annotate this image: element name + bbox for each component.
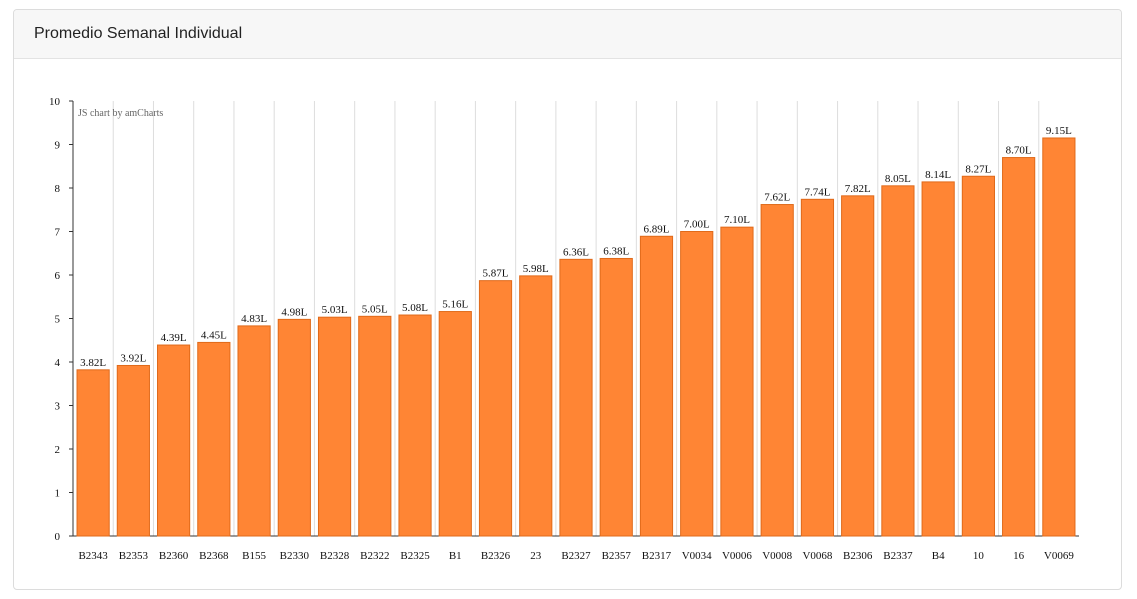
bar[interactable] xyxy=(197,341,231,537)
x-tick-label: B2368 xyxy=(199,550,229,562)
data-label: 5.03L xyxy=(322,304,348,316)
data-label: 7.00L xyxy=(684,219,710,231)
x-tick-label: B1 xyxy=(449,550,462,562)
y-tick-label: 5 xyxy=(55,314,61,326)
bar[interactable] xyxy=(680,231,714,537)
x-tick-label: B2322 xyxy=(360,550,389,562)
bar[interactable] xyxy=(800,198,835,537)
data-label: 4.83L xyxy=(241,313,267,325)
data-label: 5.87L xyxy=(483,268,509,280)
bar[interactable] xyxy=(921,181,955,537)
data-label: 5.16L xyxy=(442,299,468,311)
data-label: 3.82L xyxy=(80,357,106,369)
x-tick-label: 16 xyxy=(1013,550,1025,562)
data-labels: 3.82L 3.92L 4.39L 4.45L 4.83L 4.98L 5.03L 5.05L… xyxy=(80,125,1072,369)
data-label: 8.70L xyxy=(1006,145,1032,157)
bar[interactable] xyxy=(438,311,472,537)
bar[interactable] xyxy=(559,258,593,537)
data-label: 6.36L xyxy=(563,246,589,258)
bar[interactable] xyxy=(720,226,754,537)
y-tick-label: 6 xyxy=(55,270,61,282)
bar[interactable] xyxy=(358,315,392,537)
x-tick-label: B2360 xyxy=(159,550,189,562)
x-tick-label: B155 xyxy=(242,550,266,562)
x-tick-label: V0006 xyxy=(722,550,752,562)
x-tick-label: B2330 xyxy=(280,550,310,562)
bar[interactable] xyxy=(841,195,875,537)
bar[interactable] xyxy=(599,257,633,537)
x-tick-label: B2306 xyxy=(843,550,873,562)
data-label: 9.15L xyxy=(1046,125,1072,137)
bars xyxy=(76,137,1076,537)
data-label: 6.89L xyxy=(643,223,669,235)
x-tick-label: B4 xyxy=(932,550,945,562)
data-label: 7.10L xyxy=(724,214,750,226)
y-tick-label: 2 xyxy=(55,444,61,456)
bar[interactable] xyxy=(478,280,513,537)
data-label: 7.82L xyxy=(845,183,871,195)
bar[interactable] xyxy=(519,275,553,537)
data-label: 6.38L xyxy=(603,245,629,257)
bar[interactable] xyxy=(961,175,995,537)
bar[interactable] xyxy=(1042,137,1076,537)
x-tick-label: B2353 xyxy=(119,550,149,562)
bar[interactable] xyxy=(639,235,674,537)
data-label: 3.92L xyxy=(120,352,146,364)
data-label: 5.05L xyxy=(362,303,388,315)
data-label: 7.62L xyxy=(764,192,790,204)
x-tick-label: B2337 xyxy=(883,550,913,562)
data-label: 4.98L xyxy=(281,306,307,318)
y-tick-label: 4 xyxy=(55,357,61,369)
y-tick-label: 7 xyxy=(55,227,61,239)
bar[interactable] xyxy=(881,185,915,537)
bar[interactable] xyxy=(277,318,311,537)
x-tick-label: 23 xyxy=(530,550,542,562)
x-tick-label: V0068 xyxy=(802,550,832,562)
bar[interactable] xyxy=(760,204,794,537)
x-tick-label: V0069 xyxy=(1044,550,1074,562)
x-tick-label: V0008 xyxy=(762,550,792,562)
x-tick-label: B2343 xyxy=(78,550,108,562)
x-tick-label: B2328 xyxy=(320,550,350,562)
card-header: Promedio Semanal Individual xyxy=(14,10,1121,59)
data-label: 5.08L xyxy=(402,302,428,314)
bar[interactable] xyxy=(157,344,191,537)
data-label: 8.27L xyxy=(965,163,991,175)
data-label: 4.45L xyxy=(201,329,227,341)
x-tick-label: 10 xyxy=(973,550,985,562)
x-tick-label: V0034 xyxy=(682,550,712,562)
x-tick-label: B2327 xyxy=(561,550,591,562)
y-tick-label: 8 xyxy=(55,183,61,195)
bar[interactable] xyxy=(237,325,271,537)
y-tick-label: 9 xyxy=(55,140,61,152)
bar[interactable] xyxy=(76,369,110,537)
data-label: 4.39L xyxy=(161,332,187,344)
x-tick-label: B2357 xyxy=(602,550,632,562)
y-tick-label: 10 xyxy=(49,96,61,108)
bar[interactable] xyxy=(1002,157,1036,537)
card-title: Promedio Semanal Individual xyxy=(34,25,243,42)
data-label: 7.74L xyxy=(804,186,830,198)
bar[interactable] xyxy=(116,364,150,537)
grid-lines xyxy=(112,101,1040,536)
bar[interactable] xyxy=(317,316,352,537)
data-label: 8.05L xyxy=(885,173,911,185)
chart-credit[interactable]: JS chart by amCharts xyxy=(78,108,163,119)
data-label: 8.14L xyxy=(925,169,951,181)
y-tick-label: 0 xyxy=(55,531,61,543)
x-tick-label: B2326 xyxy=(481,550,511,562)
bar[interactable] xyxy=(398,314,432,537)
y-tick-label: 3 xyxy=(55,401,61,413)
data-label: 5.98L xyxy=(523,263,549,275)
y-tick-label: 1 xyxy=(55,488,61,500)
x-tick-label: B2317 xyxy=(642,550,672,562)
x-tick-label: B2325 xyxy=(400,550,430,562)
